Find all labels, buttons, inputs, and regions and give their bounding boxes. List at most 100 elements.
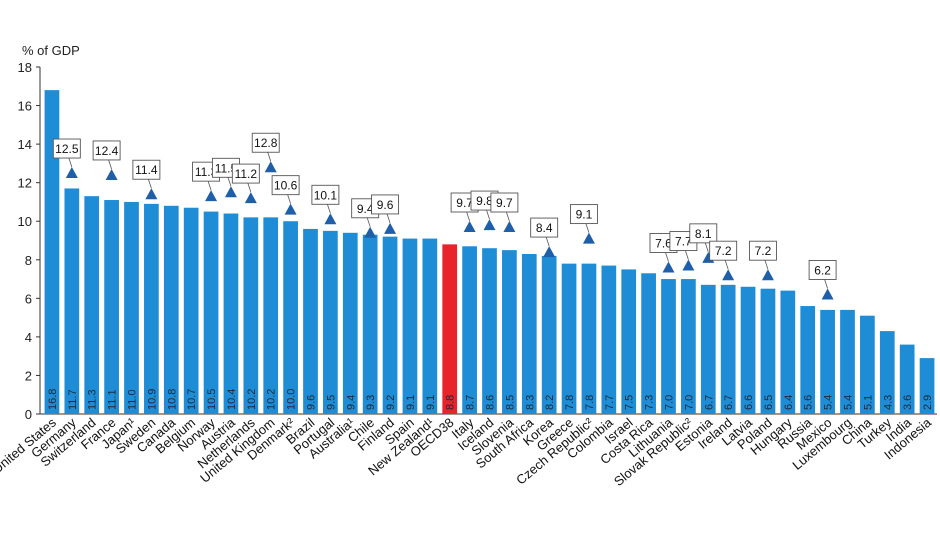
marker-triangle: [284, 203, 297, 215]
bar-value-label: 3.6: [902, 395, 914, 410]
bar-value-label: 6.7: [703, 395, 715, 410]
marker-callout-box: [490, 192, 519, 213]
marker-value-label: 7.2: [755, 244, 772, 258]
bar: [462, 246, 477, 414]
marker-leader-line: [148, 179, 152, 189]
bars: 16.8 11.7 11.3 11.1 11.0 10.9 10.8 10.7 10.5 10.4…: [44, 90, 935, 414]
marker-value-label: 8.4: [536, 221, 553, 235]
bar-value-label: 7.7: [604, 395, 616, 410]
marker-leader-line: [704, 242, 709, 252]
y-tick-label: 6: [25, 291, 32, 306]
bar-value-label: 10.4: [226, 389, 238, 410]
bar: [521, 253, 537, 414]
bar: [740, 286, 756, 414]
bar: [760, 288, 776, 414]
bar: [919, 358, 935, 414]
y-tick-label: 8: [25, 253, 32, 268]
marker-triangle: [65, 167, 78, 179]
marker-leader-line: [824, 279, 828, 289]
marker-leader-line: [685, 250, 689, 260]
bar-value-label: 5.4: [843, 395, 855, 410]
marker-triangle: [205, 190, 218, 202]
marker-triangle: [821, 288, 834, 300]
bar: [183, 207, 199, 414]
bar: [879, 331, 895, 414]
marker-triangle: [145, 188, 158, 200]
marker-callout-box: [251, 132, 280, 153]
marker-triangle: [364, 226, 377, 238]
marker-value-label: 9.8: [476, 194, 493, 208]
bar-value-label: 9.3: [365, 395, 377, 410]
bar-value-label: 4.3: [882, 395, 894, 410]
bar-value-label: 9.4: [345, 395, 357, 410]
bar-value-label: 9.5: [325, 395, 337, 410]
marker-value-label: 9.4: [357, 202, 374, 216]
y-tick-label: 2: [25, 368, 32, 383]
bar: [780, 290, 796, 414]
marker-leader-line: [267, 152, 272, 162]
marker-value-label: 10.6: [274, 179, 298, 193]
marker-callout-box: [371, 194, 400, 215]
bar: [541, 255, 557, 414]
bar-value-label: 11.1: [107, 389, 119, 410]
bar-value-label: 5.6: [803, 395, 815, 410]
bar: [402, 238, 418, 414]
bar: [601, 265, 617, 414]
bar: [581, 263, 597, 414]
bar-value-label: 10.8: [166, 389, 178, 410]
bar-value-label: 11.0: [127, 389, 139, 410]
marker-value-label: 7.7: [675, 235, 692, 249]
marker-triangle: [384, 222, 397, 234]
bar-value-label: 6.6: [743, 395, 755, 410]
bar: [800, 306, 816, 414]
marker-triangle: [722, 269, 735, 281]
marker-value-label: 9.1: [576, 208, 593, 222]
bar: [342, 232, 358, 414]
y-tick-label: 16: [18, 99, 32, 114]
bar: [482, 248, 497, 414]
bar-value-label: 11.7: [67, 389, 79, 410]
marker-leader-line: [724, 260, 729, 270]
bar-value-label: 11.3: [87, 389, 99, 410]
bar-value-label: 8.8: [445, 395, 457, 410]
marker-callout-box: [92, 140, 121, 161]
bar: [362, 234, 378, 414]
marker-value-label: 9.7: [496, 196, 513, 210]
bar: [720, 284, 736, 414]
marker-leader-line: [506, 211, 510, 222]
bar-value-label: 7.5: [624, 395, 636, 410]
bar-value-label: 6.7: [723, 395, 735, 410]
bar: [502, 250, 517, 414]
marker-callout-box: [530, 217, 559, 238]
bar-value-label: 2.9: [922, 395, 934, 410]
bar-value-label: 9.2: [385, 395, 397, 410]
bar-value-label: 10.5: [206, 389, 218, 410]
bar: [621, 269, 637, 414]
bar: [104, 200, 119, 414]
bar-value-label: 7.8: [564, 395, 576, 410]
bar: [820, 309, 835, 414]
bar: [382, 236, 398, 414]
bar: [561, 263, 577, 414]
marker-value-label: 11.3: [195, 165, 218, 179]
marker-value-label: 7.6: [655, 236, 672, 250]
bar: [681, 279, 696, 414]
marker-value-label: 7.2: [715, 244, 732, 258]
bar: [203, 211, 219, 414]
marker-triangle: [761, 269, 774, 281]
bar: [243, 217, 259, 414]
marker-callout-box: [748, 240, 777, 261]
marker-leader-line: [585, 223, 590, 233]
marker-leader-line: [545, 236, 550, 247]
bar-value-label: 8.7: [465, 395, 477, 410]
marker-leader-line: [287, 194, 291, 204]
marker-triangle: [682, 259, 695, 271]
bar: [144, 203, 159, 414]
marker-leader-line: [764, 260, 769, 270]
marker-callout-box: [709, 240, 738, 261]
bar: [124, 201, 139, 414]
bar-value-label: 7.8: [584, 395, 596, 410]
marker-leader-line: [227, 177, 232, 187]
bar-value-label: 9.1: [405, 395, 417, 410]
